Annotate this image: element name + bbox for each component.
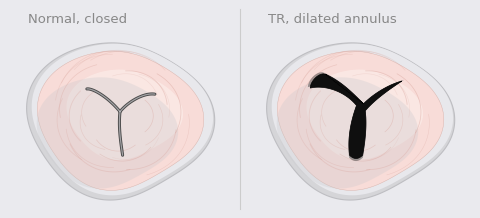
Polygon shape (307, 70, 423, 160)
Polygon shape (308, 72, 404, 161)
Polygon shape (277, 51, 444, 190)
Text: Normal, closed: Normal, closed (28, 13, 128, 26)
Polygon shape (67, 70, 183, 160)
Polygon shape (32, 44, 213, 195)
Polygon shape (36, 77, 178, 189)
Polygon shape (26, 43, 215, 200)
Polygon shape (272, 44, 453, 195)
Polygon shape (266, 43, 455, 200)
Polygon shape (310, 74, 402, 158)
Polygon shape (276, 77, 418, 189)
Text: TR, dilated annulus: TR, dilated annulus (268, 13, 397, 26)
Polygon shape (37, 51, 204, 190)
